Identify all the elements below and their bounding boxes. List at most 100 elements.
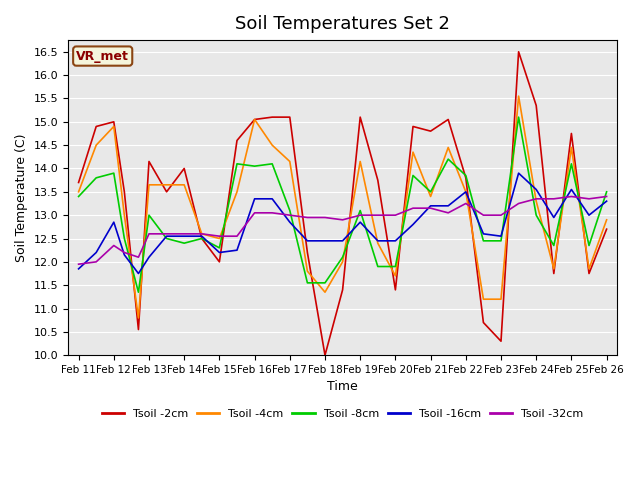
Tsoil -2cm [427,128,435,134]
Title: Soil Temperatures Set 2: Soil Temperatures Set 2 [235,15,450,33]
Tsoil -8cm [120,236,128,241]
Tsoil -32cm [515,201,522,206]
Tsoil -8cm [198,236,205,241]
Tsoil -32cm [75,261,83,267]
Tsoil -16cm [479,231,487,237]
Tsoil -32cm [427,205,435,211]
Tsoil -2cm [356,114,364,120]
Tsoil -2cm [462,175,470,180]
Tsoil -2cm [321,352,329,358]
Tsoil -4cm [163,182,170,188]
Tsoil -8cm [392,264,399,269]
Tsoil -16cm [497,233,505,239]
Line: Tsoil -32cm: Tsoil -32cm [79,196,607,264]
Tsoil -32cm [120,250,128,255]
Tsoil -8cm [339,254,346,260]
Tsoil -8cm [216,245,223,251]
Tsoil -32cm [251,210,259,216]
Tsoil -8cm [479,238,487,244]
Tsoil -8cm [444,156,452,162]
Tsoil -16cm [374,238,381,244]
Tsoil -4cm [198,231,205,237]
Tsoil -32cm [321,215,329,220]
Tsoil -4cm [339,259,346,265]
Tsoil -32cm [392,212,399,218]
Tsoil -2cm [163,189,170,195]
Tsoil -4cm [120,212,128,218]
Tsoil -8cm [145,212,153,218]
Tsoil -2cm [444,117,452,122]
Tsoil -4cm [110,123,118,129]
Tsoil -32cm [356,212,364,218]
Tsoil -16cm [356,219,364,225]
Tsoil -32cm [568,193,575,199]
Y-axis label: Soil Temperature (C): Soil Temperature (C) [15,133,28,262]
Tsoil -32cm [462,201,470,206]
Tsoil -2cm [268,114,276,120]
Tsoil -32cm [268,210,276,216]
Tsoil -2cm [479,320,487,325]
Tsoil -4cm [515,93,522,99]
Tsoil -8cm [585,242,593,248]
Tsoil -8cm [251,163,259,169]
Tsoil -4cm [180,182,188,188]
Tsoil -32cm [198,231,205,237]
Tsoil -2cm [409,123,417,129]
Tsoil -2cm [198,236,205,241]
Tsoil -4cm [92,142,100,148]
Tsoil -32cm [233,233,241,239]
Tsoil -16cm [233,247,241,253]
Tsoil -2cm [303,250,311,255]
Tsoil -2cm [497,338,505,344]
Tsoil -2cm [374,177,381,183]
Tsoil -16cm [339,238,346,244]
Tsoil -4cm [532,198,540,204]
Tsoil -32cm [479,212,487,218]
Tsoil -8cm [427,189,435,195]
Tsoil -2cm [392,287,399,293]
Tsoil -16cm [321,238,329,244]
Tsoil -32cm [585,196,593,202]
Tsoil -8cm [134,289,142,295]
Tsoil -4cm [321,289,329,295]
Tsoil -8cm [532,212,540,218]
Tsoil -16cm [515,170,522,176]
Tsoil -2cm [120,189,128,195]
Tsoil -16cm [444,203,452,209]
Tsoil -4cm [134,315,142,321]
Tsoil -2cm [585,271,593,276]
Tsoil -32cm [374,212,381,218]
Legend: Tsoil -2cm, Tsoil -4cm, Tsoil -8cm, Tsoil -16cm, Tsoil -32cm: Tsoil -2cm, Tsoil -4cm, Tsoil -8cm, Tsoi… [97,405,588,424]
Tsoil -32cm [216,233,223,239]
Tsoil -32cm [110,242,118,248]
Tsoil -8cm [356,208,364,214]
Tsoil -32cm [163,231,170,237]
Tsoil -4cm [233,189,241,195]
Tsoil -16cm [92,250,100,255]
Tsoil -2cm [251,117,259,122]
Tsoil -2cm [339,287,346,293]
Text: VR_met: VR_met [76,49,129,62]
Tsoil -32cm [303,215,311,220]
Tsoil -8cm [321,280,329,286]
Tsoil -32cm [134,254,142,260]
Tsoil -8cm [268,161,276,167]
Tsoil -16cm [251,196,259,202]
Tsoil -4cm [462,189,470,195]
Tsoil -2cm [216,259,223,265]
Tsoil -8cm [462,173,470,179]
Tsoil -2cm [75,180,83,185]
Tsoil -4cm [75,189,83,195]
Tsoil -16cm [110,219,118,225]
Tsoil -2cm [603,226,611,232]
Tsoil -4cm [497,296,505,302]
Tsoil -4cm [550,266,557,272]
Tsoil -4cm [427,193,435,199]
Tsoil -2cm [515,49,522,55]
Tsoil -4cm [374,240,381,246]
Tsoil -4cm [444,144,452,150]
Tsoil -4cm [216,236,223,241]
Tsoil -4cm [286,158,294,164]
Tsoil -4cm [251,117,259,122]
Tsoil -16cm [303,238,311,244]
